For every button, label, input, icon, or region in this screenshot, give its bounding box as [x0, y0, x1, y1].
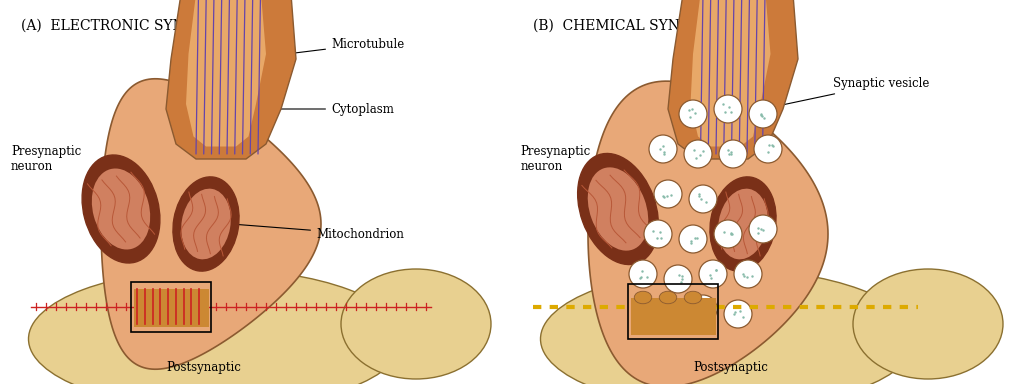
Circle shape	[679, 100, 707, 128]
Text: Mitochondrion: Mitochondrion	[233, 224, 403, 240]
Circle shape	[689, 295, 717, 323]
Polygon shape	[668, 0, 798, 159]
Ellipse shape	[634, 291, 651, 304]
Circle shape	[754, 135, 782, 163]
Circle shape	[679, 225, 707, 253]
Circle shape	[724, 300, 752, 328]
Circle shape	[749, 215, 777, 243]
Ellipse shape	[173, 177, 239, 271]
Polygon shape	[101, 79, 321, 369]
Circle shape	[699, 260, 727, 288]
Circle shape	[684, 140, 712, 168]
Circle shape	[664, 265, 692, 293]
Circle shape	[714, 95, 742, 123]
Ellipse shape	[718, 189, 768, 259]
Bar	[628, 284, 718, 339]
Polygon shape	[690, 0, 770, 147]
Ellipse shape	[82, 155, 160, 263]
Text: Postsynaptic: Postsynaptic	[166, 361, 241, 374]
Ellipse shape	[710, 177, 776, 271]
Text: Cytoplasm: Cytoplasm	[254, 103, 394, 116]
Ellipse shape	[659, 291, 677, 304]
Circle shape	[654, 180, 682, 208]
Circle shape	[649, 135, 677, 163]
Bar	[133, 289, 209, 326]
Circle shape	[734, 260, 762, 288]
Ellipse shape	[181, 189, 230, 259]
Polygon shape	[588, 81, 828, 384]
Text: Presynaptic
neuron: Presynaptic neuron	[520, 145, 591, 173]
Ellipse shape	[29, 269, 403, 384]
Circle shape	[689, 185, 717, 213]
Ellipse shape	[578, 154, 658, 265]
Circle shape	[644, 220, 672, 248]
Polygon shape	[166, 0, 296, 159]
Text: (B)  CHEMICAL SYNAPSE: (B) CHEMICAL SYNAPSE	[534, 19, 719, 33]
Text: Postsynaptic: Postsynaptic	[693, 361, 768, 374]
Ellipse shape	[684, 291, 701, 304]
Circle shape	[714, 220, 742, 248]
Text: Presynaptic
neuron: Presynaptic neuron	[11, 145, 81, 173]
Text: Microtubule: Microtubule	[249, 38, 404, 59]
Bar	[631, 298, 716, 335]
Bar	[131, 281, 211, 331]
Ellipse shape	[541, 269, 915, 384]
Circle shape	[719, 140, 746, 168]
Ellipse shape	[853, 269, 1002, 379]
Ellipse shape	[341, 269, 490, 379]
Ellipse shape	[588, 167, 648, 251]
Circle shape	[629, 260, 657, 288]
Circle shape	[654, 300, 682, 328]
Text: (A)  ELECTRONIC SYNAPSE: (A) ELECTRONIC SYNAPSE	[22, 19, 223, 33]
Text: Synaptic vesicle: Synaptic vesicle	[766, 78, 930, 108]
Ellipse shape	[92, 169, 151, 250]
Polygon shape	[186, 0, 266, 147]
Circle shape	[749, 100, 777, 128]
